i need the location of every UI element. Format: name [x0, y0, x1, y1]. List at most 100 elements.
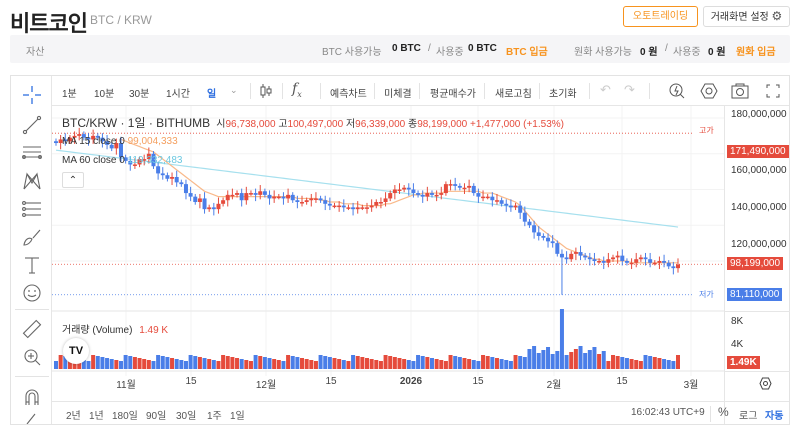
krw-in-use-label: 사용중	[673, 47, 701, 58]
low-marker-label: 81,110,000	[727, 288, 783, 301]
horizontal-lines-icon[interactable]	[21, 142, 43, 164]
current-price-label: 98,199,000	[727, 257, 784, 270]
volume-value: 1.49 K	[139, 325, 169, 336]
pencil-icon[interactable]	[21, 412, 43, 424]
screen-settings-label: 거래화면 설정	[710, 12, 769, 23]
high-marker-label: 171,490,000	[727, 145, 789, 158]
time-axis-label: 11월	[116, 380, 136, 391]
btc-in-use-label: 사용중	[436, 47, 464, 58]
price-chart-canvas[interactable]	[52, 106, 724, 401]
pattern-icon[interactable]	[21, 170, 43, 192]
interval-1m[interactable]: 1분	[62, 89, 77, 100]
percent-toggle[interactable]: %	[718, 405, 729, 419]
range-1y[interactable]: 1년	[89, 411, 104, 422]
redo-icon[interactable]: ↷	[624, 82, 635, 97]
krw-deposit-link[interactable]: 원화 입금	[736, 47, 776, 58]
toolbar-divider	[282, 83, 283, 99]
settings-hex-icon[interactable]	[700, 82, 718, 100]
price-tick: 120,000,000	[731, 239, 787, 250]
zoom-in-icon[interactable]	[21, 346, 43, 368]
range-1d[interactable]: 1일	[230, 411, 245, 422]
ruler-icon[interactable]	[21, 318, 43, 340]
range-2y[interactable]: 2년	[66, 411, 81, 422]
auto-toggle[interactable]: 자동	[765, 411, 784, 422]
time-axis-label: 15	[616, 376, 628, 387]
prediction-chart-button[interactable]: 예측차트	[330, 89, 367, 100]
log-toggle[interactable]: 로그	[739, 411, 758, 422]
magnet-icon[interactable]	[21, 386, 43, 408]
toolbar-divider	[589, 83, 590, 99]
camera-icon[interactable]	[731, 82, 749, 100]
crosshair-icon[interactable]	[21, 84, 43, 106]
btc-slash: /	[428, 43, 431, 54]
interval-1h[interactable]: 1시간	[166, 89, 190, 100]
interval-30m[interactable]: 30분	[129, 89, 150, 100]
trend-line-icon[interactable]	[21, 114, 43, 136]
high-value: 100,497,000	[287, 119, 344, 130]
tradingview-logo[interactable]: TV	[63, 338, 89, 364]
refresh-button[interactable]: 새로고침	[495, 89, 532, 100]
chart-legend: BTC/KRW · 1일 · BITHUMB 시96,738,000 고100,…	[62, 114, 564, 131]
fullscreen-icon[interactable]	[766, 84, 780, 98]
screen-settings-button[interactable]: 거래화면 설정 ⚙	[703, 6, 790, 27]
range-30d[interactable]: 30일	[176, 411, 197, 422]
quick-search-icon[interactable]	[668, 82, 686, 100]
krw-slash: /	[665, 43, 668, 54]
open-label: 시	[216, 119, 226, 130]
range-1w[interactable]: 1주	[207, 411, 222, 422]
undo-icon[interactable]: ↶	[600, 82, 611, 97]
toolbar-divider	[484, 83, 485, 99]
pair-label: BTC / KRW	[90, 13, 152, 27]
chevron-down-icon[interactable]: ⌄	[230, 85, 238, 95]
volume-legend: 거래량 (Volume) 1.49 K	[62, 321, 168, 336]
open-value: 96,738,000	[225, 119, 276, 130]
collapse-legend-button[interactable]: ⌃	[62, 172, 84, 188]
ma60-label: MA 60 close 0	[62, 155, 125, 166]
axis-settings-icon[interactable]	[759, 377, 772, 390]
toolbar-divider	[649, 83, 650, 99]
price-tick: 180,000,000	[731, 109, 787, 120]
avg-buy-price-button[interactable]: 평균매수가	[430, 89, 476, 100]
axis-divider	[725, 371, 790, 372]
asset-label: 자산	[26, 47, 45, 58]
text-icon[interactable]	[21, 254, 43, 276]
time-axis-label: 3월	[683, 380, 699, 391]
candle-type-icon[interactable]	[258, 83, 274, 99]
volume-tick: 4K	[731, 339, 744, 350]
btc-available-label: BTC 사용가능	[322, 47, 382, 58]
interval-10m[interactable]: 10분	[94, 89, 115, 100]
emoji-icon[interactable]	[21, 282, 43, 304]
range-bar: 2년 1년 180일 90일 30일 1주 1일 16:02:43 UTC+9 …	[52, 401, 789, 424]
interval-day[interactable]: 일	[207, 89, 217, 100]
toolbar-divider	[320, 83, 321, 99]
low-marker-caption: 저가	[699, 290, 714, 299]
high-marker-caption: 고가	[699, 126, 714, 135]
price-tick: 160,000,000	[731, 165, 787, 176]
asset-bar: 자산 BTC 사용가능 0 BTC / 사용중 0 BTC BTC 입금 원화 …	[10, 35, 790, 63]
btc-deposit-link[interactable]: BTC 입금	[506, 47, 548, 58]
ma15-value: 99,004,333	[127, 136, 178, 147]
toolbar-divider	[419, 83, 420, 99]
time-axis-label: 2026	[399, 376, 423, 387]
drawing-toolbar	[11, 76, 52, 424]
ma15-legend: MA 15 close 0 99,004,333	[62, 136, 178, 147]
volume-label: 거래량 (Volume)	[62, 325, 133, 336]
tool-divider	[15, 376, 49, 377]
range-90d[interactable]: 90일	[146, 411, 167, 422]
reset-button[interactable]: 초기화	[549, 89, 577, 100]
brush-icon[interactable]	[21, 226, 43, 248]
indicator-fx-icon[interactable]: fx	[292, 81, 302, 99]
time-axis[interactable]: 11월 15 12월 15 2026 15 2월 15 3월	[52, 372, 724, 392]
change-value: +1,477,000 (+1.53%)	[470, 119, 564, 130]
ma60-legend: MA 60 close 0 119,332,483	[62, 155, 182, 166]
price-axis[interactable]: 180,000,000 171,490,000 160,000,000 140,…	[724, 106, 790, 424]
range-180d[interactable]: 180일	[112, 411, 138, 422]
time-axis-label: 15	[185, 376, 197, 387]
fib-channel-icon[interactable]	[21, 198, 43, 220]
auto-trading-button[interactable]: 오토트레이딩	[623, 6, 698, 27]
open-orders-button[interactable]: 미체결	[384, 89, 412, 100]
btc-available-value: 0 BTC	[392, 43, 421, 54]
time-axis-label: 2월	[546, 380, 562, 391]
volume-tick: 8K	[731, 316, 744, 327]
gear-icon: ⚙	[771, 9, 783, 23]
